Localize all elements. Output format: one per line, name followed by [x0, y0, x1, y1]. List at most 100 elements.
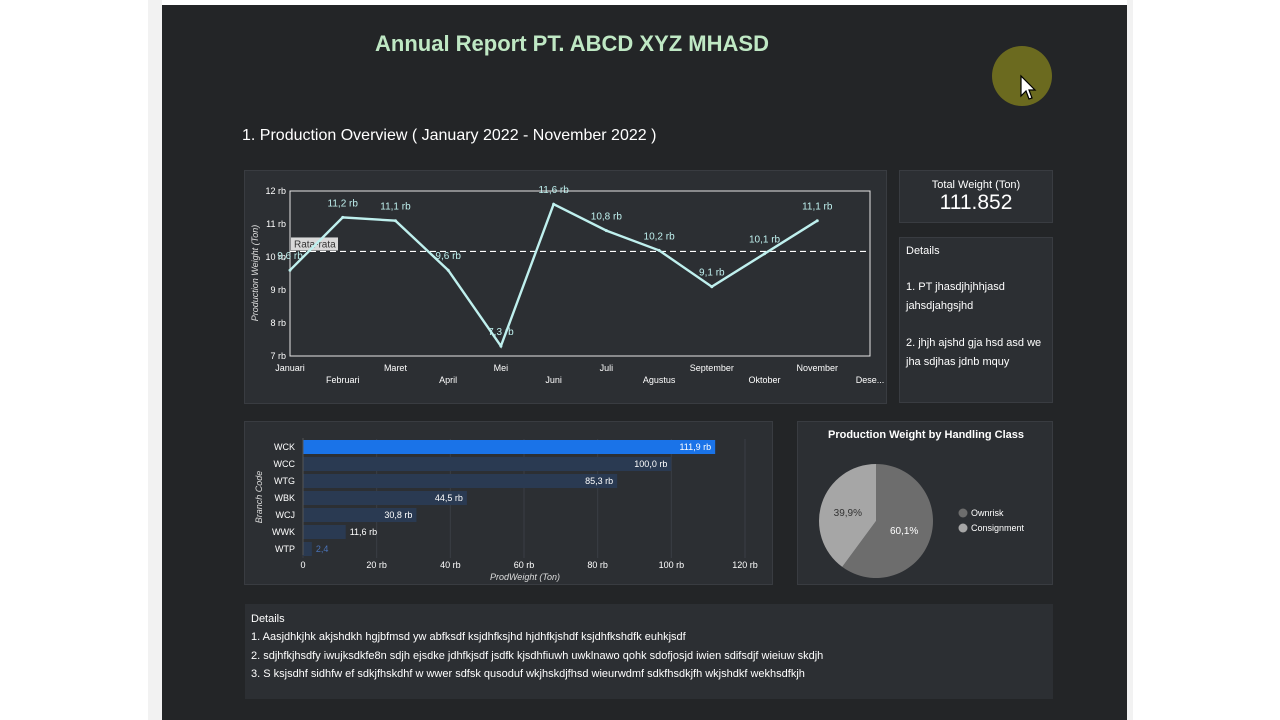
line-data-point: [288, 268, 292, 272]
line-data-label: 11,6 rb: [538, 185, 569, 196]
line-data-point: [393, 219, 397, 223]
line-x-tick-label: April: [439, 375, 457, 385]
line-data-point: [499, 344, 503, 348]
bottom-details-line-3: 3. S ksjsdhf sidhfw ef sdkjfhskdhf w wwe…: [251, 668, 805, 680]
bar-data-label: 44,5 rb: [435, 493, 463, 503]
line-x-tick-label: November: [797, 363, 839, 373]
line-x-tick-label: Juni: [545, 375, 562, 385]
bar-x-tick-label: 0: [300, 560, 305, 570]
line-data-label: 9,1 rb: [699, 268, 725, 279]
bar-data-label: 2,4: [316, 544, 329, 554]
line-x-tick-label: Februari: [326, 375, 360, 385]
line-x-tick-label: Juli: [600, 363, 614, 373]
bar-data-label: 11,6 rb: [350, 527, 377, 537]
legend-label-ownrisk: Ownrisk: [971, 508, 1004, 518]
line-x-tick-label: Oktober: [749, 375, 781, 385]
section-title: 1. Production Overview ( January 2022 - …: [242, 127, 657, 144]
bar-category-label: WTP: [275, 544, 295, 554]
mouse-pointer-icon: [1020, 74, 1037, 100]
line-data-point: [815, 219, 819, 223]
bar-data-label: 111,9 rb: [679, 442, 711, 452]
line-data-point: [763, 252, 767, 256]
bar-chart[interactable]: WCK 111,9 rb WCC 100,0 rb WTG 85,3 rb WBK 44,5 …: [245, 422, 774, 586]
line-x-tick-label: September: [690, 363, 734, 373]
legend-label-consignment: Consignment: [971, 523, 1025, 533]
line-chart-card: 7 rb 8 rb 9 rb 10 rb 11 rb 12 rb Januari Febru…: [244, 170, 887, 404]
bar-wcj: [303, 508, 417, 522]
line-data-point: [552, 202, 556, 206]
bar-x-tick-label: 60 rb: [514, 560, 535, 570]
line-data-point: [657, 248, 661, 252]
line-data-point: [710, 285, 714, 289]
bar-category-label: WWK: [272, 527, 295, 537]
line-data-label: 9,6 rb: [435, 251, 461, 262]
bar-chart-card: WCK 111,9 rb WCC 100,0 rb WTG 85,3 rb WBK 44,5 …: [244, 421, 773, 585]
bar-x-tick-label: 80 rb: [587, 560, 608, 570]
bar-wbk: [303, 491, 467, 505]
total-weight-card: Total Weight (Ton) 111.852: [899, 170, 1053, 223]
bar-x-tick-label: 120 rb: [732, 560, 758, 570]
production-line-series: [289, 202, 818, 349]
line-y-tick-label: 10 rb: [265, 252, 286, 262]
line-y-tick-label: 8 rb: [270, 318, 286, 328]
bar-category-label: WCK: [274, 442, 295, 452]
report-title: Annual Report PT. ABCD XYZ MHASD: [375, 31, 769, 56]
line-x-tick-label: Januari: [275, 363, 305, 373]
bar-data-label: 100,0 rb: [634, 459, 667, 469]
side-details-item-2-line-1: 2. jhjh ajshd gja hsd asd we: [906, 337, 1042, 349]
bar-wwk: [303, 525, 346, 539]
line-y-tick-label: 11 rb: [266, 219, 286, 229]
bar-x-tick-label: 40 rb: [440, 560, 461, 570]
line-x-tick-label: Agustus: [643, 375, 676, 385]
cursor-highlight: [992, 46, 1052, 106]
bar-y-axis-label: Branch Code: [254, 471, 264, 524]
bar-x-tick-label: 20 rb: [366, 560, 387, 570]
line-y-tick-label: 7 rb: [270, 351, 286, 361]
line-data-point: [446, 268, 450, 272]
pie-slice-ownrisk: [842, 464, 933, 578]
side-details-title: Details: [906, 245, 940, 257]
bar-category-label: WCJ: [276, 510, 296, 520]
total-weight-label: Total Weight (Ton): [931, 179, 1021, 191]
bottom-details-title: Details: [251, 613, 285, 625]
line-x-tick-label: Dese...: [856, 375, 885, 385]
line-data-point: [604, 229, 608, 233]
bottom-details-line-2: 2. sdjhfkjhsdfy iwujksdkfe8n sdjh ejsdke…: [251, 650, 824, 662]
bar-data-label: 30,8 rb: [384, 510, 412, 520]
line-y-tick-label: 9 rb: [270, 285, 286, 295]
pie-slice-label: 39,9%: [834, 508, 862, 519]
bar-wcc: [303, 457, 672, 471]
line-x-tick-label: Mei: [494, 363, 509, 373]
bottom-details-line-1: 1. Aasjdhkjhk akjshdkh hgjbfmsd yw abfks…: [251, 631, 686, 643]
bar-data-label: 85,3 rb: [585, 476, 613, 486]
line-data-label: 7,3 rb: [488, 327, 514, 338]
bar-category-label: WBK: [274, 493, 295, 503]
bar-wck: [303, 440, 716, 454]
bar-category-label: WCC: [274, 459, 296, 469]
line-data-point: [341, 215, 345, 219]
line-data-label: 10,2 rb: [644, 231, 676, 242]
pie-slice-label: 60,1%: [890, 526, 918, 537]
side-details-item-1-line-2: jahsdjahgsjhd: [906, 300, 974, 312]
total-weight-value: 111.852: [939, 191, 1013, 214]
bottom-details-card: Details 1. Aasjdhkjhk akjshdkh hgjbfmsd …: [245, 604, 1053, 699]
line-y-axis-label: Production Weight (Ton): [250, 225, 260, 322]
line-data-label: 11,1 rb: [802, 202, 833, 213]
line-data-label: 10,8 rb: [591, 212, 623, 223]
legend-marker-consignment: [958, 523, 968, 533]
pie-chart[interactable]: Production Weight by Handling Class 60,1…: [798, 422, 1054, 586]
pie-chart-title: Production Weight by Handling Class: [828, 429, 1024, 441]
line-data-label: 11,1 rb: [380, 202, 411, 213]
side-details-item-1-line-1: 1. PT jhasdjhjhhjasd: [906, 281, 1005, 293]
line-data-label: 11,2 rb: [328, 198, 359, 209]
bar-category-label: WTG: [274, 476, 295, 486]
line-chart[interactable]: 7 rb 8 rb 9 rb 10 rb 11 rb 12 rb Januari Febru…: [245, 171, 888, 405]
bar-wtp: [303, 542, 312, 556]
side-details-item-2-line-2: jha sdjhas jdnb mquy: [906, 356, 1010, 368]
line-x-tick-label: Maret: [384, 363, 408, 373]
side-details-card: Details 1. PT jhasdjhjhhjasd jahsdjahgsj…: [899, 237, 1053, 403]
bar-x-axis-label: ProdWeight (Ton): [490, 572, 560, 582]
legend-marker-ownrisk: [958, 508, 968, 518]
pie-chart-card: Production Weight by Handling Class 60,1…: [797, 421, 1053, 585]
line-y-tick-label: 12 rb: [265, 186, 286, 196]
